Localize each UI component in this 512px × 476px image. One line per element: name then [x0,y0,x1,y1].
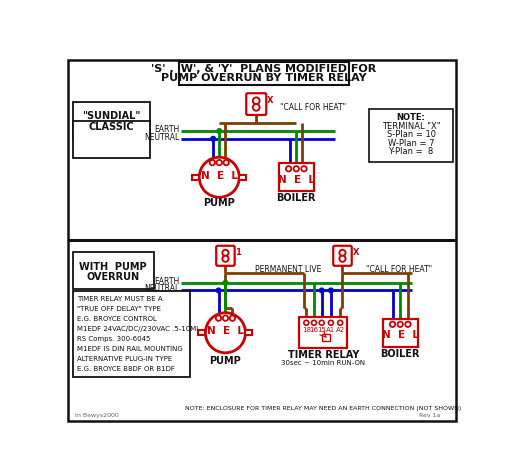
Text: Y-Plan =  8: Y-Plan = 8 [389,148,434,156]
FancyBboxPatch shape [246,93,266,115]
Bar [73,252,154,289]
Bar [73,291,190,377]
Bar [239,175,246,180]
Circle shape [329,288,333,293]
Text: N  E  L: N E L [382,330,419,340]
Circle shape [339,250,346,256]
Circle shape [217,129,222,133]
Text: NEUTRAL: NEUTRAL [144,284,179,293]
Text: W-Plan = 7: W-Plan = 7 [388,139,434,148]
Text: RS Comps. 300-6045: RS Comps. 300-6045 [77,336,150,342]
Bar [382,319,418,347]
Text: NEUTRAL: NEUTRAL [144,133,179,142]
Bar [279,163,314,191]
Text: BOILER: BOILER [276,193,316,203]
Text: M1EDF IS DIN RAIL MOUNTING: M1EDF IS DIN RAIL MOUNTING [77,346,183,352]
Bar [179,62,349,85]
Text: Rev 1a: Rev 1a [419,414,441,418]
Text: "CALL FOR HEAT": "CALL FOR HEAT" [280,103,346,112]
Text: X: X [352,248,359,258]
Bar [300,317,347,348]
Circle shape [223,280,228,285]
Text: WITH  PUMP: WITH PUMP [79,261,147,272]
Text: EARTH: EARTH [154,125,179,134]
Text: E.G. BROYCE CONTROL: E.G. BROYCE CONTROL [77,316,157,322]
Circle shape [217,160,222,165]
Text: PERMANENT LIVE: PERMANENT LIVE [255,265,322,274]
Text: "SUNDIAL": "SUNDIAL" [82,111,141,121]
Circle shape [230,316,235,321]
Circle shape [319,320,324,325]
Circle shape [209,160,215,165]
Text: N  E  L: N E L [278,175,315,185]
Circle shape [205,313,245,353]
Text: PUMP: PUMP [203,198,235,208]
Circle shape [293,166,299,171]
Text: N  E  L: N E L [201,171,238,181]
Text: CLASSIC: CLASSIC [89,122,134,132]
Bar [73,121,150,158]
Circle shape [224,160,229,165]
Circle shape [211,137,216,141]
Circle shape [397,322,403,327]
Circle shape [405,322,411,327]
Text: "CALL FOR HEAT": "CALL FOR HEAT" [366,265,432,274]
Circle shape [286,166,291,171]
Text: 'S' , 'W', & 'Y'  PLANS MODIFIED FOR: 'S' , 'W', & 'Y' PLANS MODIFIED FOR [152,64,376,74]
Bar [323,334,330,341]
Text: TERMINAL "X": TERMINAL "X" [382,122,440,131]
Text: NOTE:: NOTE: [397,113,425,122]
Bar [370,109,453,162]
Circle shape [304,320,309,325]
Circle shape [223,316,228,321]
Circle shape [319,288,324,293]
Text: N  E  L: N E L [207,326,244,336]
Text: "TRUE OFF DELAY" TYPE: "TRUE OFF DELAY" TYPE [77,306,161,312]
Text: PUMP OVERRUN BY TIMER RELAY: PUMP OVERRUN BY TIMER RELAY [161,73,367,83]
FancyBboxPatch shape [333,246,352,266]
Text: OVERRUN: OVERRUN [87,272,140,282]
Text: BOILER: BOILER [380,348,420,358]
FancyBboxPatch shape [216,246,234,266]
Bar [199,330,205,336]
Bar [245,330,252,336]
Circle shape [339,256,346,262]
Circle shape [329,320,333,325]
Text: ALTERNATIVE PLUG-IN TYPE: ALTERNATIVE PLUG-IN TYPE [77,356,172,362]
Text: 30sec ~ 10min RUN-ON: 30sec ~ 10min RUN-ON [281,360,365,366]
Text: E.G. BROYCE B8DF OR B1DF: E.G. BROYCE B8DF OR B1DF [77,366,175,372]
Text: 18: 18 [302,327,311,333]
Text: PUMP: PUMP [209,356,241,366]
Circle shape [390,322,395,327]
Text: X: X [267,96,273,105]
Circle shape [199,157,239,197]
Text: In Bewys2000: In Bewys2000 [75,414,118,418]
Text: 15: 15 [317,327,326,333]
Circle shape [216,316,221,321]
Text: 1: 1 [236,248,241,258]
Circle shape [338,320,343,325]
Bar [193,175,199,180]
Circle shape [222,250,228,256]
Text: TIMER RELAY MUST BE A: TIMER RELAY MUST BE A [77,296,162,302]
Text: 16: 16 [309,327,318,333]
Text: A2: A2 [335,327,345,333]
Text: TIMER RELAY: TIMER RELAY [288,350,359,360]
Circle shape [216,288,221,293]
Circle shape [222,256,228,262]
Bar [73,102,150,139]
Text: S-Plan = 10: S-Plan = 10 [387,130,436,139]
Circle shape [253,104,260,111]
Text: EARTH: EARTH [154,277,179,286]
Circle shape [253,98,260,104]
Circle shape [311,320,316,325]
Text: NOTE: ENCLOSURE FOR TIMER RELAY MAY NEED AN EARTH CONNECTION (NOT SHOWN): NOTE: ENCLOSURE FOR TIMER RELAY MAY NEED… [185,406,461,411]
Text: A1: A1 [326,327,335,333]
Text: M1EDF 24VAC/DC//230VAC .5-10MI: M1EDF 24VAC/DC//230VAC .5-10MI [77,326,198,332]
Circle shape [301,166,307,171]
